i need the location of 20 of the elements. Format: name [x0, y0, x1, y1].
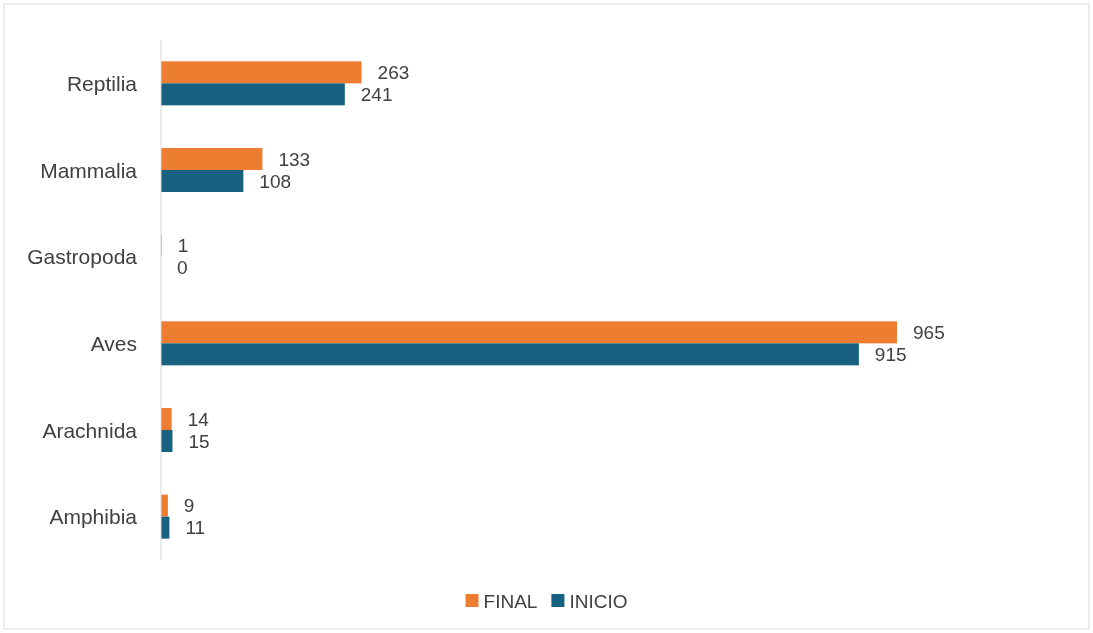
data-label: 241 [360, 83, 393, 105]
y-tick-label: Reptilia [66, 71, 138, 95]
data-label: 14 [187, 408, 210, 430]
y-tick-label: Arachnida [42, 418, 138, 442]
data-label: 965 [913, 321, 945, 343]
data-label: 11 [185, 517, 206, 539]
legend-label: INICIO [569, 590, 628, 612]
data-label: 108 [259, 170, 292, 192]
y-tick-label: Amphibia [49, 505, 138, 529]
data-label: 915 [874, 343, 907, 365]
data-label: 9 [183, 495, 195, 517]
data-label: 1 [177, 235, 189, 257]
data-label: 263 [377, 61, 410, 83]
y-tick-label: Mammalia [40, 158, 138, 182]
y-tick-label: Aves [90, 331, 137, 355]
data-label: 133 [278, 148, 311, 170]
data-label: 0 [177, 257, 188, 279]
legend-label: FINAL [483, 590, 538, 612]
data-label: 15 [188, 430, 210, 452]
y-tick-label: Gastropoda [27, 245, 138, 269]
